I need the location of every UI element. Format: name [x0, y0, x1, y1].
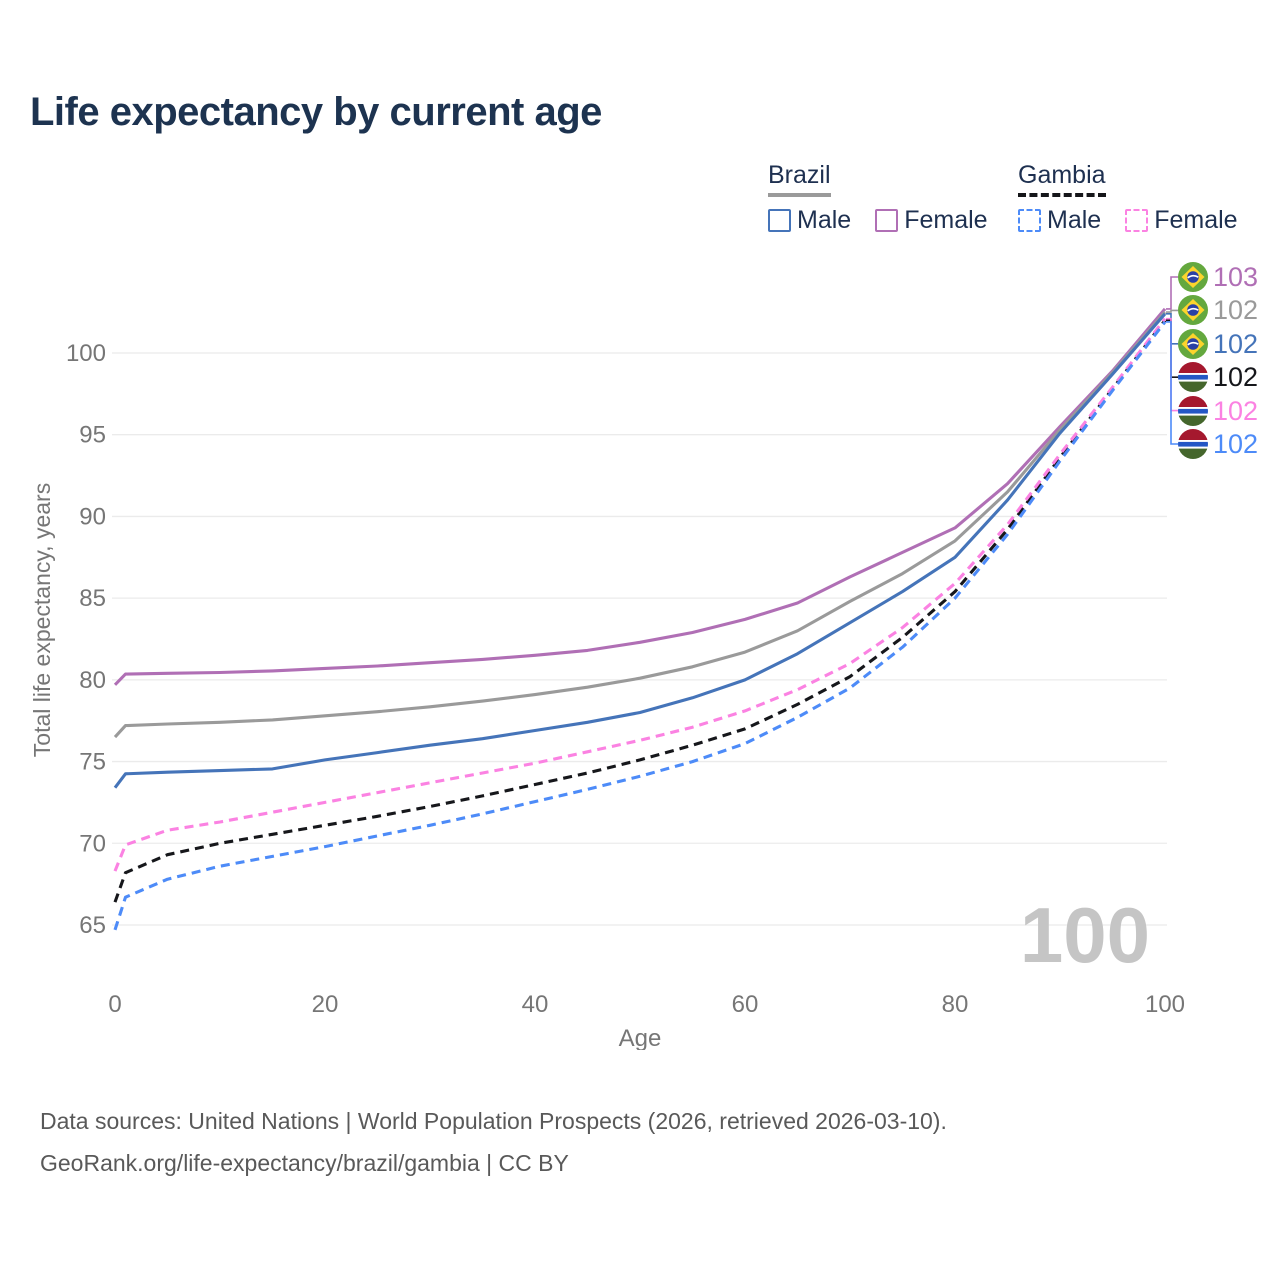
end-label-gambia-both-sexes: 102 — [1178, 362, 1259, 393]
x-tick-40: 40 — [522, 991, 549, 1018]
x-tick-100: 100 — [1145, 991, 1185, 1018]
brazil-female-swatch — [875, 209, 899, 232]
end-value-gambia-male: 102 — [1213, 429, 1259, 459]
y-tick-95: 95 — [79, 422, 106, 449]
x-tick-20: 20 — [312, 991, 339, 1018]
brazil-male-swatch — [768, 209, 791, 232]
legend-gambia-male[interactable]: Male — [1018, 206, 1101, 235]
page-title: Life expectancy by current age — [30, 90, 602, 134]
y-axis-tick-labels: 65 70 75 80 85 90 95 100 — [66, 340, 106, 939]
brazil-flag-icon — [1178, 295, 1208, 326]
legend-brazil-header[interactable]: Brazil — [768, 161, 831, 197]
legend-group-gambia: Gambia Male Female — [1018, 161, 1238, 235]
x-axis-tick-labels: 0 20 40 60 80 100 — [108, 991, 1185, 1018]
end-value-gambia-both-sexes: 102 — [1213, 362, 1259, 393]
connector-gambia-both-sexes — [1166, 319, 1178, 378]
end-label-brazil-both-sexes: 102 — [1178, 295, 1259, 326]
gambia-flag-icon — [1178, 429, 1208, 459]
line-chart: 65 70 75 80 85 90 95 100 0 20 40 60 80 100 100 Total… — [29, 276, 1185, 1050]
legend-gambia-female[interactable]: Female — [1125, 206, 1238, 235]
y-tick-70: 70 — [79, 830, 106, 857]
legend-gambia-female-label: Female — [1154, 206, 1238, 234]
series-line-brazil-both-sexes[interactable] — [113, 311, 1167, 739]
legend-gambia-header[interactable]: Gambia — [1018, 161, 1106, 197]
end-value-brazil-female: 103 — [1213, 262, 1259, 292]
end-label-brazil-female: 103 — [1178, 262, 1258, 292]
series-line-gambia-female[interactable] — [113, 317, 1167, 872]
x-tick-80: 80 — [942, 991, 969, 1018]
y-tick-85: 85 — [79, 585, 106, 612]
x-tick-60: 60 — [732, 991, 759, 1018]
series-line-brazil-male[interactable] — [113, 312, 1167, 789]
end-label-gambia-male: 102 — [1178, 429, 1258, 459]
end-value-brazil-both-sexes: 102 — [1213, 295, 1259, 326]
series-lines — [113, 307, 1167, 931]
gambia-flag-icon — [1178, 362, 1208, 393]
connector-brazil-both-sexes — [1166, 309, 1178, 313]
series-line-brazil-female[interactable] — [113, 307, 1167, 686]
legend-brazil-male-label: Male — [797, 206, 852, 234]
y-axis-title: Total life expectancy, years — [29, 483, 55, 757]
y-tick-90: 90 — [79, 503, 106, 530]
x-axis-title: Age — [619, 1025, 662, 1050]
gambia-male-swatch — [1018, 209, 1041, 232]
end-label-brazil-male: 102 — [1178, 328, 1259, 359]
gambia-flag-icon — [1178, 395, 1208, 426]
series-line-gambia-male[interactable] — [113, 320, 1167, 931]
y-tick-75: 75 — [79, 749, 106, 776]
x-tick-0: 0 — [108, 991, 121, 1018]
y-tick-100: 100 — [66, 340, 106, 367]
connector-gambia-male — [1166, 321, 1178, 445]
connector-gambia-female — [1166, 317, 1178, 412]
end-label-gambia-female: 102 — [1178, 395, 1259, 426]
end-value-brazil-male: 102 — [1213, 328, 1259, 359]
legend-gambia-male-label: Male — [1047, 206, 1102, 234]
age-watermark: 100 — [1020, 891, 1150, 979]
end-value-gambia-female: 102 — [1213, 395, 1259, 426]
series-line-gambia-both-sexes[interactable] — [113, 319, 1167, 903]
brazil-flag-icon — [1178, 328, 1208, 359]
legend-brazil-male[interactable]: Male — [768, 206, 851, 235]
end-label-connectors — [1166, 276, 1178, 445]
legend-brazil-female-label: Female — [904, 206, 988, 234]
legend-brazil-female[interactable]: Female — [875, 206, 988, 235]
footer-data-sources: Data sources: United Nations | World Pop… — [40, 1108, 947, 1134]
y-tick-65: 65 — [79, 912, 106, 939]
y-tick-80: 80 — [79, 667, 106, 694]
connector-brazil-female — [1166, 276, 1178, 310]
brazil-flag-icon — [1178, 262, 1208, 292]
footer-attribution: GeoRank.org/life-expectancy/brazil/gambi… — [40, 1150, 569, 1176]
gridlines — [112, 352, 1167, 926]
legend-group-brazil: Brazil Male Female — [768, 161, 988, 235]
gambia-female-swatch — [1125, 209, 1149, 232]
